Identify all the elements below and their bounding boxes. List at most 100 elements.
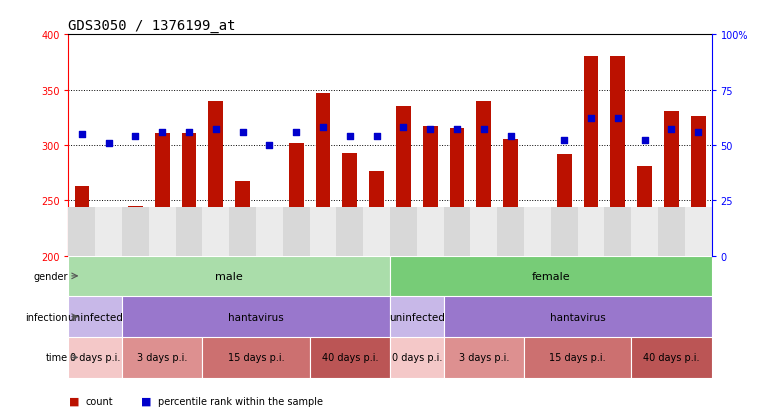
Text: 0 days p.i.: 0 days p.i. <box>392 353 442 363</box>
Text: hantavirus: hantavirus <box>549 312 606 322</box>
Bar <box>444 297 712 337</box>
Bar <box>390 297 444 337</box>
Bar <box>610 57 625 256</box>
Point <box>558 138 570 145</box>
Bar <box>524 337 631 378</box>
Point <box>129 133 142 140</box>
Bar <box>101 232 116 256</box>
Bar <box>470 207 497 256</box>
Point <box>397 125 409 131</box>
Bar <box>336 207 363 256</box>
Point <box>317 125 329 131</box>
Bar <box>390 256 712 297</box>
Bar <box>122 337 202 378</box>
Bar <box>155 133 170 256</box>
Point <box>612 116 624 122</box>
Bar <box>68 337 122 378</box>
Bar <box>256 207 283 256</box>
Bar <box>503 140 518 256</box>
Text: GDS3050 / 1376199_at: GDS3050 / 1376199_at <box>68 19 236 33</box>
Text: 15 days p.i.: 15 days p.i. <box>228 353 285 363</box>
Bar <box>122 207 149 256</box>
Point <box>237 129 249 135</box>
Bar <box>417 207 444 256</box>
Text: uninfected: uninfected <box>389 312 444 322</box>
Text: female: female <box>531 271 570 281</box>
Text: time: time <box>46 353 68 363</box>
Text: 3 days p.i.: 3 days p.i. <box>459 353 509 363</box>
Bar <box>310 337 390 378</box>
Bar <box>631 337 712 378</box>
Point <box>478 127 490 133</box>
Bar <box>450 129 464 256</box>
Bar <box>631 207 658 256</box>
Bar <box>68 256 390 297</box>
Bar <box>182 133 196 256</box>
Text: 0 days p.i.: 0 days p.i. <box>70 353 120 363</box>
Bar <box>444 207 470 256</box>
Point <box>638 138 651 145</box>
Bar <box>262 245 277 256</box>
Bar <box>578 207 604 256</box>
Point <box>344 133 356 140</box>
Bar <box>444 337 524 378</box>
Bar <box>202 207 229 256</box>
Bar <box>229 207 256 256</box>
Bar <box>637 166 652 256</box>
Bar <box>149 207 176 256</box>
Bar <box>289 143 304 256</box>
Point <box>183 129 195 135</box>
Bar <box>342 153 357 256</box>
Point <box>451 127 463 133</box>
Bar <box>202 337 310 378</box>
Bar <box>363 207 390 256</box>
Text: hantavirus: hantavirus <box>228 312 284 322</box>
Text: ■: ■ <box>141 396 151 406</box>
Point <box>531 230 543 237</box>
Point <box>424 127 436 133</box>
Text: percentile rank within the sample: percentile rank within the sample <box>158 396 323 406</box>
Text: infection: infection <box>25 312 68 322</box>
Point <box>505 133 517 140</box>
Bar <box>584 57 598 256</box>
Bar <box>691 117 705 256</box>
Bar <box>524 207 551 256</box>
Bar <box>664 111 679 256</box>
Bar <box>551 207 578 256</box>
Text: ■: ■ <box>68 396 79 406</box>
Bar <box>658 207 685 256</box>
Point <box>263 142 275 149</box>
Bar <box>128 206 143 256</box>
Text: 15 days p.i.: 15 days p.i. <box>549 353 606 363</box>
Bar <box>68 207 95 256</box>
Bar <box>209 101 223 256</box>
Text: gender: gender <box>33 271 68 281</box>
Point <box>210 127 222 133</box>
Bar <box>557 154 572 256</box>
Text: 3 days p.i.: 3 days p.i. <box>137 353 187 363</box>
Bar <box>310 207 336 256</box>
Point <box>290 129 302 135</box>
Point <box>103 140 115 147</box>
Bar <box>604 207 631 256</box>
Point <box>156 129 168 135</box>
Bar <box>390 337 444 378</box>
Bar <box>369 172 384 256</box>
Bar <box>95 207 122 256</box>
Point <box>76 131 88 138</box>
Point <box>692 129 704 135</box>
Bar <box>390 207 417 256</box>
Bar <box>68 297 122 337</box>
Point <box>371 133 383 140</box>
Bar <box>176 207 202 256</box>
Bar <box>476 101 491 256</box>
Bar <box>235 182 250 256</box>
Bar <box>396 107 411 256</box>
Text: count: count <box>85 396 113 406</box>
Bar <box>497 207 524 256</box>
Bar <box>530 252 545 256</box>
Bar <box>283 207 310 256</box>
Text: uninfected: uninfected <box>67 312 123 322</box>
Text: male: male <box>215 271 243 281</box>
Bar <box>685 207 712 256</box>
